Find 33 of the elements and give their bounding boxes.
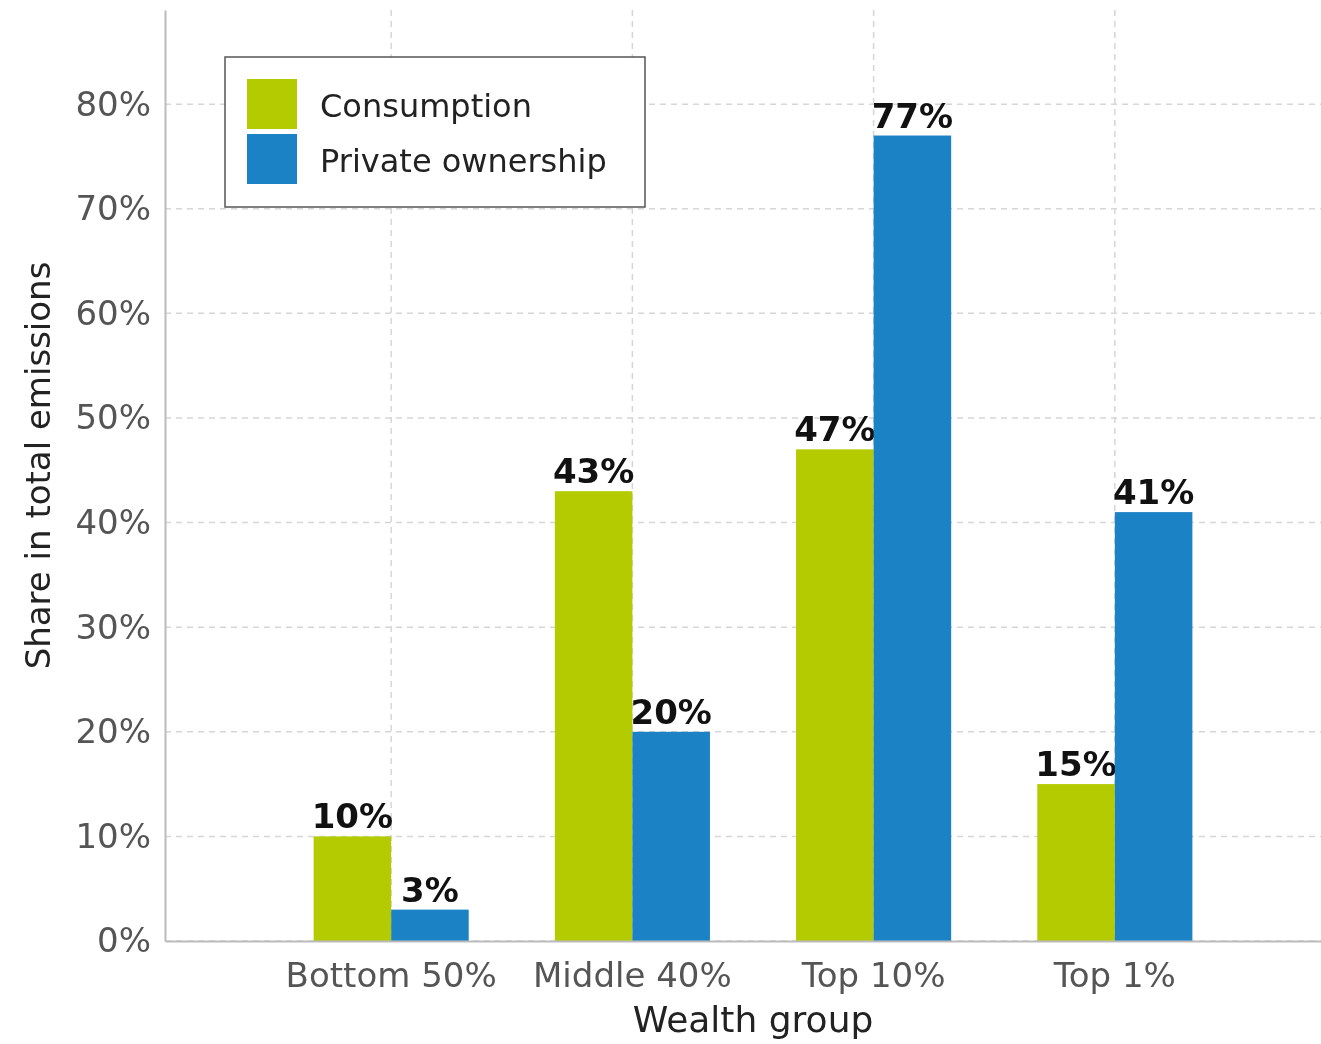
y-tick-label: 80% (75, 83, 151, 124)
y-tick-label: 60% (75, 292, 151, 333)
bar (1114, 512, 1193, 941)
x-tick-label: Top 10% (800, 955, 946, 995)
bar (796, 449, 874, 941)
y-axis-title: Share in total emissions (18, 261, 58, 670)
y-tick-label: 40% (75, 501, 151, 542)
x-tick-label: Bottom 50% (285, 955, 497, 995)
bar (554, 491, 633, 941)
x-tick-label: Top 1% (1052, 955, 1176, 995)
y-tick-label: 50% (75, 397, 151, 438)
bar (632, 731, 710, 941)
x-tick-label: Middle 40% (533, 955, 732, 995)
y-tick-label: 0% (97, 920, 151, 961)
data-label: 15% (1035, 744, 1117, 785)
data-label: 43% (552, 451, 635, 492)
data-label: 3% (401, 869, 459, 910)
y-tick-label: 10% (75, 815, 151, 856)
legend-label: Private ownership (320, 142, 607, 180)
y-tick-label: 20% (75, 711, 151, 752)
legend-label: Consumption (320, 87, 532, 125)
bar (391, 909, 469, 941)
data-label: 41% (1112, 472, 1195, 513)
x-axis-title: Wealth group (632, 999, 874, 1040)
data-label: 20% (630, 691, 712, 732)
data-label: 77% (871, 95, 954, 136)
bar (873, 135, 952, 941)
bar (313, 836, 392, 941)
bar (1037, 784, 1115, 941)
y-tick-label: 70% (75, 188, 151, 229)
data-label: 10% (311, 796, 394, 837)
data-label: 47% (794, 409, 876, 450)
y-tick-label: 30% (75, 606, 151, 647)
